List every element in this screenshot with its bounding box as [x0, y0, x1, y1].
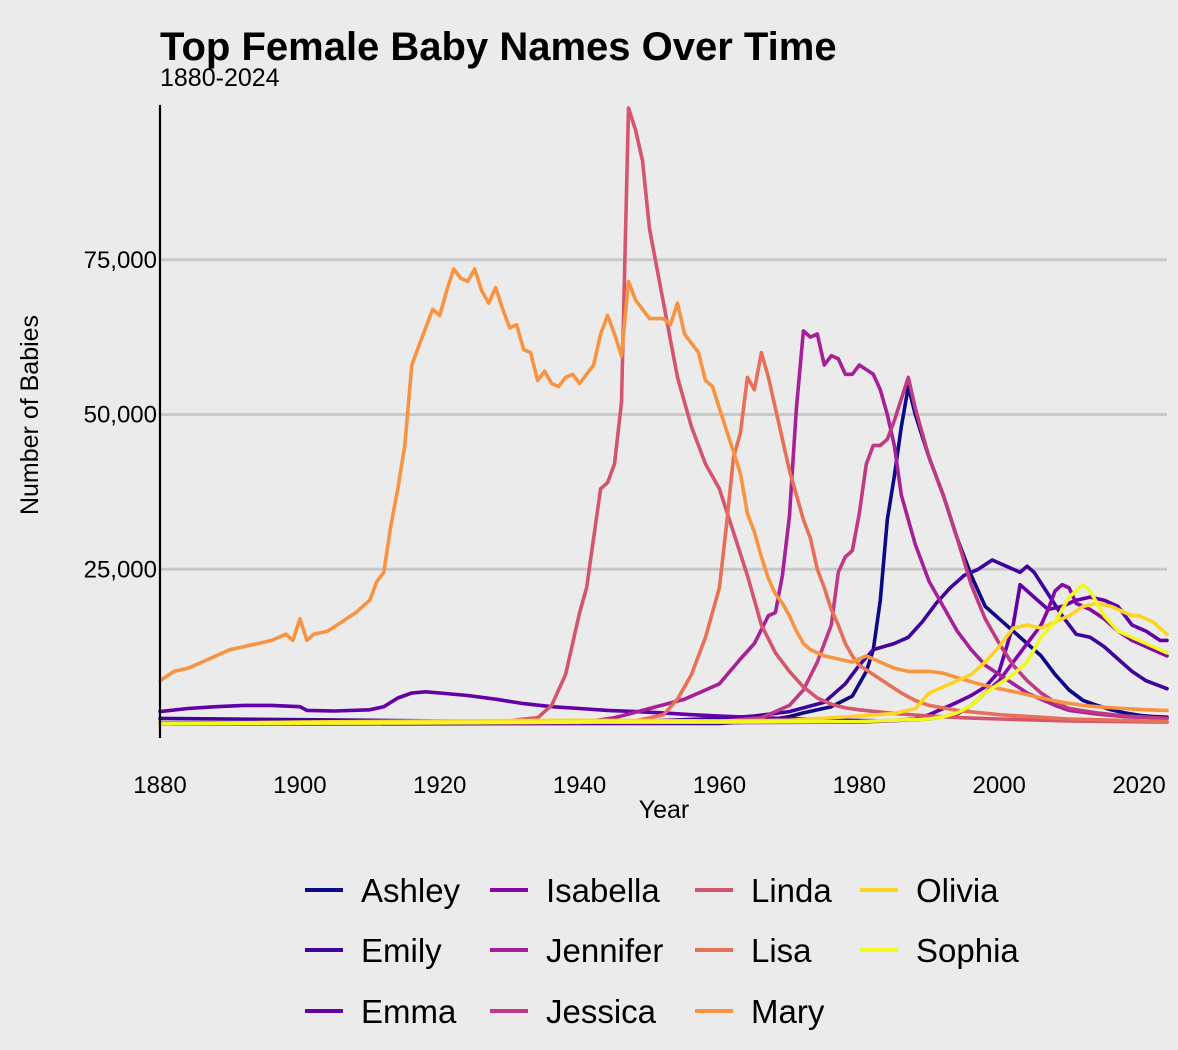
y-tick-label: 75,000	[84, 247, 157, 274]
legend: Ashley Emily Emma Isabella Jennifer Jessica Li…	[305, 872, 1019, 1030]
x-tick-label: 1980	[833, 772, 886, 799]
y-axis-label: Number of Babies	[16, 315, 44, 515]
x-tick-label: 2020	[1112, 772, 1165, 799]
series-line-jessica	[158, 375, 1169, 725]
y-tick-label: 50,000	[84, 402, 157, 429]
legend-label: Jessica	[546, 993, 657, 1030]
legend-label: Mary	[751, 993, 825, 1030]
series-line-lisa	[158, 350, 1169, 726]
series-line-sophia	[158, 582, 1169, 726]
chart-title: Top Female Baby Names Over Time	[160, 25, 837, 69]
legend-label: Ashley	[361, 872, 461, 909]
x-axis-label: Year	[639, 796, 690, 824]
legend-label: Emily	[361, 932, 442, 969]
series-line-mary	[158, 267, 1169, 713]
y-tick-label: 25,000	[84, 556, 157, 583]
legend-item-lisa: Lisa	[695, 932, 812, 969]
x-tick-label: 1920	[413, 772, 466, 799]
series-line-jennifer	[158, 329, 1169, 726]
legend-item-jennifer: Jennifer	[490, 932, 663, 969]
legend-item-olivia: Olivia	[860, 872, 999, 909]
legend-label: Olivia	[916, 872, 999, 909]
legend-item-ashley: Ashley	[305, 872, 461, 909]
legend-item-emily: Emily	[305, 932, 442, 969]
legend-item-isabella: Isabella	[490, 872, 660, 909]
x-tick-label: 1900	[273, 772, 326, 799]
y-axis-ticks: 25,000 50,000 75,000	[84, 247, 157, 584]
chart-subtitle: 1880-2024	[160, 64, 280, 92]
legend-label: Linda	[751, 872, 832, 909]
legend-item-linda: Linda	[695, 872, 832, 909]
legend-label: Lisa	[751, 932, 812, 969]
legend-label: Emma	[361, 993, 457, 1030]
legend-label: Jennifer	[546, 932, 663, 969]
legend-item-sophia: Sophia	[860, 932, 1019, 969]
legend-item-emma: Emma	[305, 993, 457, 1030]
series-line-linda	[158, 106, 1169, 726]
x-tick-label: 1960	[693, 772, 746, 799]
legend-label: Sophia	[916, 932, 1019, 969]
x-tick-label: 1940	[553, 772, 606, 799]
legend-label: Isabella	[546, 872, 660, 909]
x-tick-label: 1880	[133, 772, 186, 799]
x-axis-ticks: 1880 1900 1920 1940 1960 1980 2000 2020	[133, 772, 1165, 799]
series-lines	[158, 106, 1169, 726]
legend-item-mary: Mary	[695, 993, 825, 1030]
x-tick-label: 2000	[972, 772, 1025, 799]
legend-item-jessica: Jessica	[490, 993, 657, 1030]
grid-lines	[160, 258, 1167, 571]
